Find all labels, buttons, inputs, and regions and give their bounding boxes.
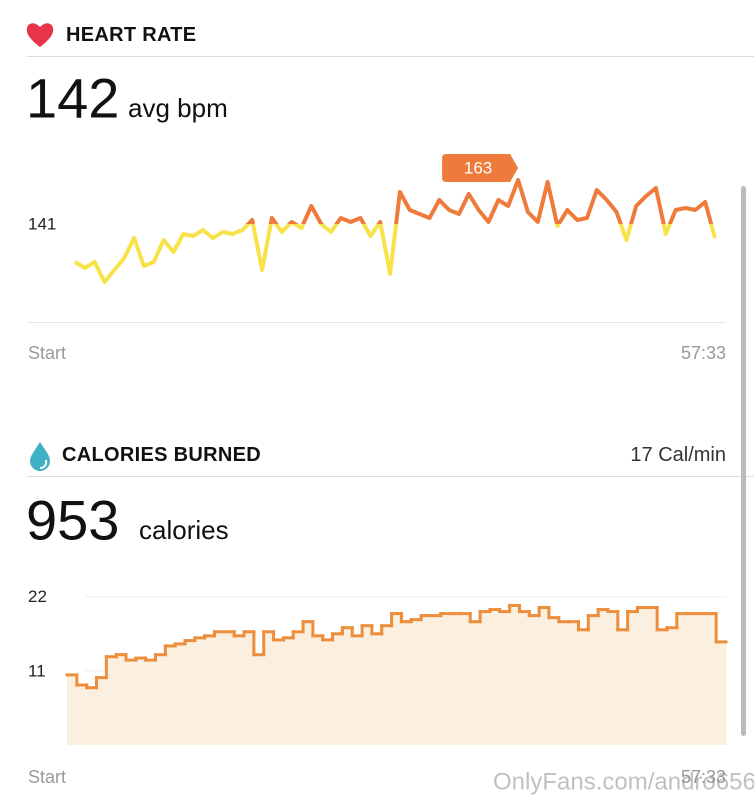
area-step: [716, 641, 727, 745]
area-step: [116, 654, 127, 745]
summary-value: 142: [26, 67, 119, 130]
area-step: [470, 621, 481, 745]
y-tick-label: 11: [28, 661, 46, 680]
area-step: [224, 631, 235, 745]
section-title: HEART RATE: [66, 24, 196, 46]
area-step: [421, 615, 432, 745]
area-step: [598, 609, 609, 745]
area-step: [627, 611, 638, 745]
area-step: [244, 631, 255, 745]
area-step: [607, 611, 619, 745]
peak-label: 163: [464, 159, 492, 178]
area-step: [548, 617, 560, 745]
drop-icon: [30, 442, 50, 471]
area-step: [362, 625, 373, 745]
summary-value: 953: [26, 489, 119, 552]
x-end-label: 57:33: [681, 767, 726, 787]
area-step: [342, 627, 353, 745]
summary-unit: calories: [139, 515, 229, 545]
area-step: [539, 607, 550, 745]
area-step: [381, 625, 393, 745]
area-step: [352, 635, 363, 745]
area-step: [489, 609, 501, 745]
area-step: [293, 631, 304, 745]
area-step: [214, 631, 225, 745]
area-step: [558, 621, 570, 745]
heart-icon: [26, 23, 54, 47]
area-step: [76, 685, 88, 745]
area-step: [430, 615, 442, 745]
area-step: [86, 687, 98, 745]
area-step: [411, 619, 422, 745]
area-step: [480, 611, 491, 745]
area-step: [263, 631, 275, 745]
area-step: [657, 629, 668, 745]
area-step: [450, 613, 461, 745]
area-step: [440, 613, 452, 745]
area-step: [175, 643, 186, 745]
summary-unit: avg bpm: [128, 93, 228, 123]
area-step: [391, 613, 402, 745]
area-step: [185, 640, 196, 745]
area-step: [194, 637, 206, 745]
area-step: [204, 635, 216, 745]
peak-callout: [442, 154, 519, 182]
area-step: [155, 654, 166, 745]
area-step: [676, 613, 688, 745]
area-step: [67, 674, 78, 745]
area-step: [126, 660, 137, 745]
section-title: CALORIES BURNED: [62, 444, 261, 466]
area-step: [529, 615, 540, 745]
watermark: OnlyFans.com/andro656: [493, 769, 754, 796]
drop-shine: [39, 459, 48, 469]
area-step: [637, 607, 648, 745]
area-step: [686, 613, 697, 745]
area-step: [273, 639, 284, 745]
heart-rate-line: [73, 178, 717, 284]
area-step: [322, 639, 334, 745]
area-step: [96, 677, 107, 745]
area-step: [312, 635, 324, 745]
area-step: [568, 621, 579, 745]
y-tick-label: 141: [28, 215, 56, 234]
area-step: [578, 629, 589, 745]
area-step: [135, 658, 147, 745]
scrollbar: [741, 186, 746, 736]
area-step: [145, 660, 157, 745]
area-step: [509, 605, 520, 745]
area-step: [283, 637, 294, 745]
area-step: [460, 613, 471, 745]
area-step: [106, 656, 117, 745]
area-step: [706, 613, 717, 745]
area-step: [234, 635, 245, 745]
x-end-label: 57:33: [681, 343, 726, 363]
area-step: [666, 627, 678, 745]
area-step: [696, 613, 707, 745]
area-step: [519, 611, 530, 745]
section-rate: 17 Cal/min: [630, 444, 726, 466]
y-tick-label: 22: [28, 587, 47, 606]
area-step: [371, 633, 383, 745]
area-step: [617, 629, 629, 745]
charts: 163 141 11 22: [28, 154, 728, 745]
area-step: [303, 621, 314, 745]
area-step: [499, 611, 511, 745]
x-start-label: Start: [28, 343, 66, 363]
area-step: [332, 633, 343, 745]
area-step: [401, 621, 412, 745]
x-start-label: Start: [28, 767, 66, 787]
area-step: [588, 615, 599, 745]
area-step: [647, 607, 658, 745]
area-step: [253, 654, 265, 745]
area-step: [165, 645, 176, 745]
